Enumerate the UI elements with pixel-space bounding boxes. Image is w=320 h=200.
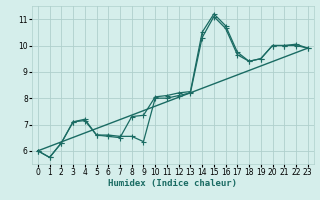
X-axis label: Humidex (Indice chaleur): Humidex (Indice chaleur) — [108, 179, 237, 188]
